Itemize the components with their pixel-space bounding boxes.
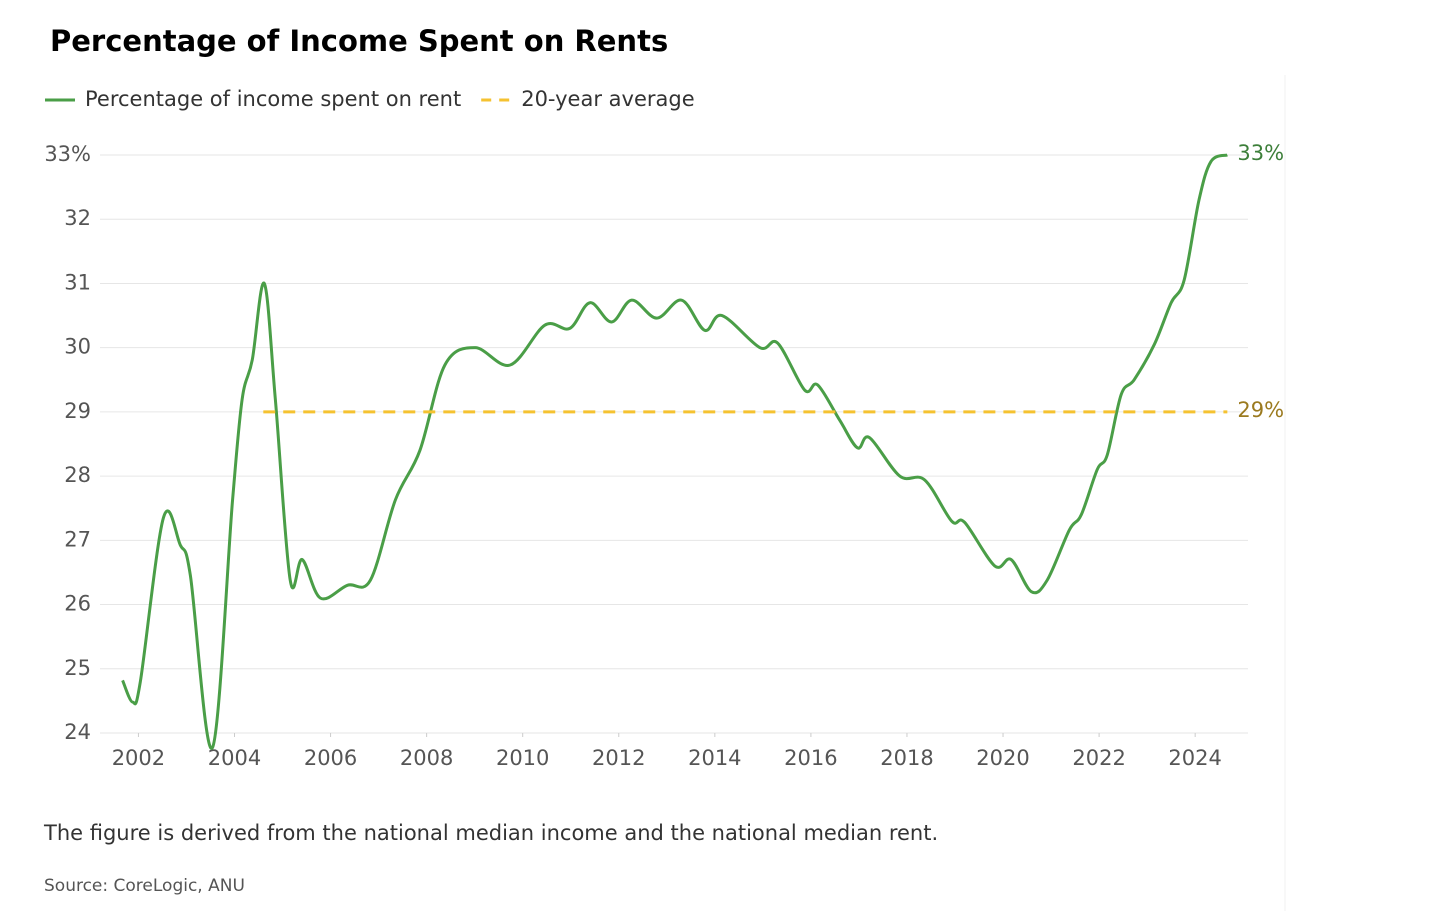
x-tick-label: 2008 (400, 746, 453, 770)
y-tick-label: 25 (64, 656, 91, 680)
note: The figure is derived from the national … (43, 821, 938, 845)
series-line (121, 153, 1228, 750)
chart-title: Percentage of Income Spent on Rents (50, 24, 668, 58)
x-tick-label: 2004 (208, 746, 261, 770)
x-tick-label: 2016 (784, 746, 837, 770)
end-label: 33% (1237, 141, 1284, 165)
y-tick-label: 27 (64, 527, 91, 551)
x-tick-label: 2018 (880, 746, 933, 770)
y-tick-label: 24 (64, 720, 91, 744)
y-tick-label: 28 (64, 463, 91, 487)
y-tick-label: 30 (64, 335, 91, 359)
x-tick-label: 2006 (304, 746, 357, 770)
x-tick-label: 2014 (688, 746, 741, 770)
x-tick-label: 2010 (496, 746, 549, 770)
y-tick-label: 26 (64, 592, 91, 616)
source: Source: CoreLogic, ANU (44, 876, 245, 896)
y-tick-label: 33% (44, 142, 91, 166)
legend-label: Percentage of income spent on rent (85, 87, 461, 111)
end-label: 29% (1237, 398, 1284, 422)
legend-label: 20-year average (521, 87, 694, 111)
x-tick-label: 2002 (112, 746, 165, 770)
y-tick-label: 32 (64, 206, 91, 230)
x-tick-label: 2022 (1072, 746, 1125, 770)
y-tick-label: 31 (64, 270, 91, 294)
x-tick-label: 2012 (592, 746, 645, 770)
y-tick-label: 29 (64, 399, 91, 423)
x-tick-label: 2020 (976, 746, 1029, 770)
x-tick-label: 2024 (1168, 746, 1221, 770)
